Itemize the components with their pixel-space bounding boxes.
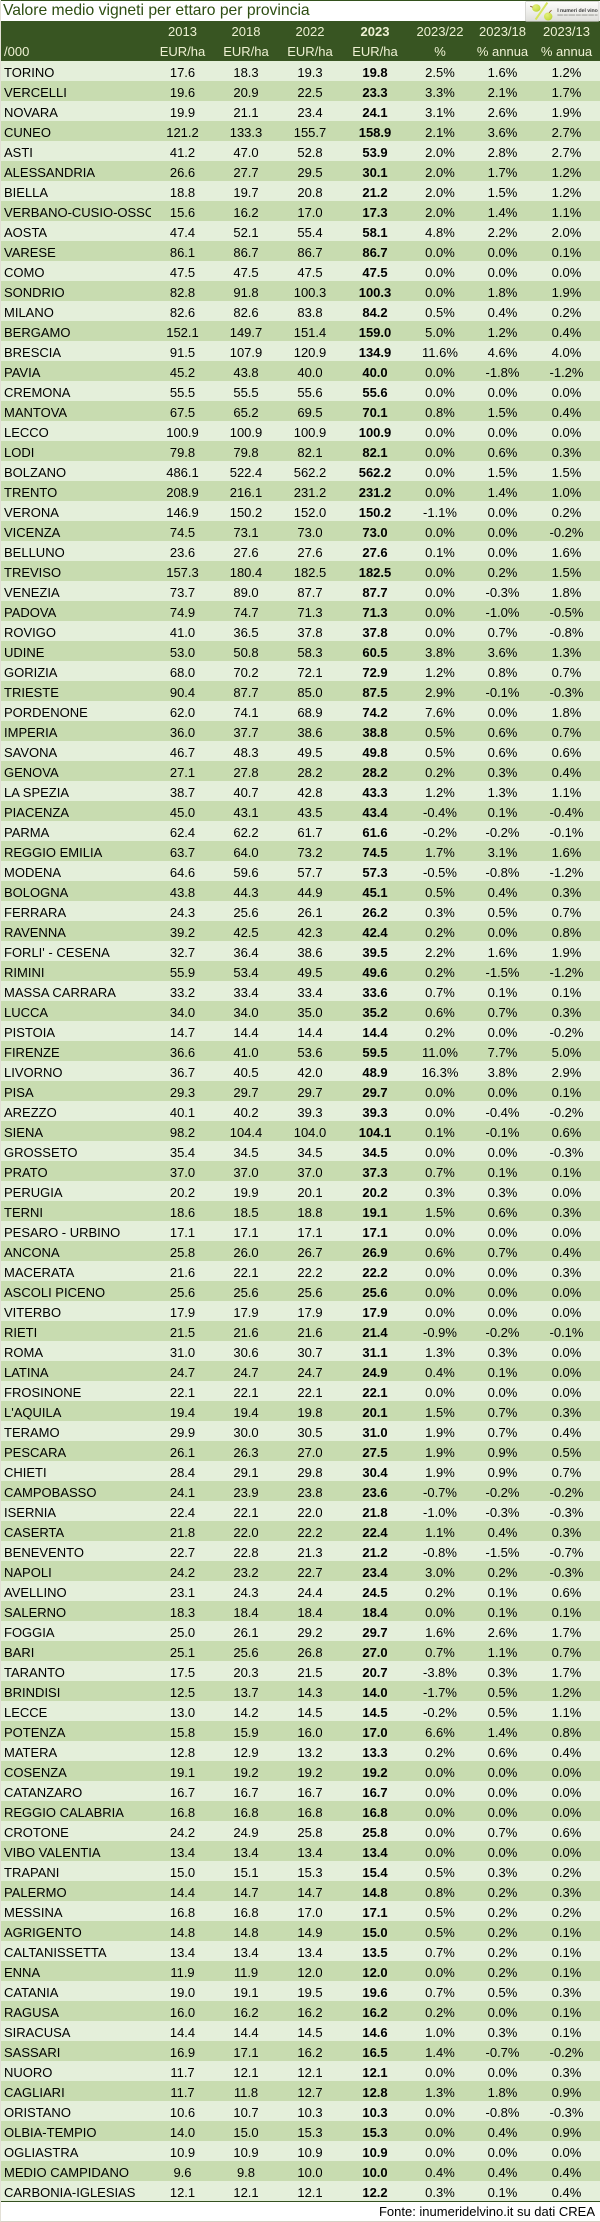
svg-text:I numeri del vino: I numeri del vino bbox=[557, 8, 598, 14]
